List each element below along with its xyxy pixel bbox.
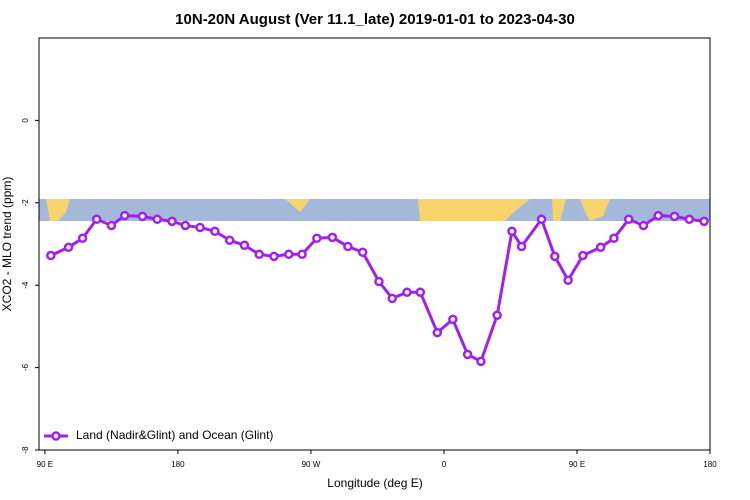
point [119,210,130,221]
point [448,314,458,325]
point [563,275,573,286]
point [63,242,74,253]
point [550,251,560,262]
plot-frame [38,37,711,451]
series-line [50,214,705,364]
x-tick-label: 180 [171,460,185,469]
point [284,249,294,260]
x-tick-label: 180 [703,460,717,469]
point [432,327,443,338]
point [195,222,205,233]
point [210,226,220,236]
point [699,216,709,227]
point [327,232,338,243]
point [91,214,102,225]
point [152,214,162,225]
point [623,214,634,225]
point [269,251,279,262]
y-tick-label: -8 [21,446,30,454]
point [137,211,148,222]
point [224,235,235,246]
x-axis-label: Longitude (deg E) [327,476,422,490]
point [312,233,322,243]
point [180,220,191,231]
point [684,214,695,225]
point [462,349,473,360]
point [77,233,88,243]
chart-title: 10N-20N August (Ver 11.1_late) 2019-01-0… [175,11,575,28]
x-tick-label: 90 W [302,460,321,469]
legend-marker [51,431,61,441]
point [343,241,353,252]
point [415,287,426,297]
point [653,210,664,221]
point [536,214,547,225]
x-tick-label: 90 E [37,460,53,469]
point [638,220,649,231]
y-axis-label: XCO2 - MLO trend (ppm) [0,177,14,312]
point [167,216,177,227]
point [106,220,117,231]
point [507,226,517,236]
point [669,211,680,222]
point [357,247,368,257]
point [578,250,588,261]
point [387,293,397,304]
legend-label: Land (Nadir&Glint) and Ocean (Glint) [76,428,273,442]
x-tick-label: 0 [442,460,447,469]
point [595,242,606,253]
point [609,233,619,243]
point [476,356,486,367]
point [402,287,412,297]
point [46,250,56,261]
point [254,249,264,260]
point [239,240,250,250]
y-tick-label: -2 [21,199,30,207]
y-tick-label: 0 [21,118,30,123]
y-tick-label: -4 [21,281,30,289]
point [516,241,527,252]
x-tick-label: 90 E [569,460,585,469]
point [492,310,502,321]
point [297,249,307,260]
point [374,276,384,287]
y-tick-label: -6 [21,363,30,371]
